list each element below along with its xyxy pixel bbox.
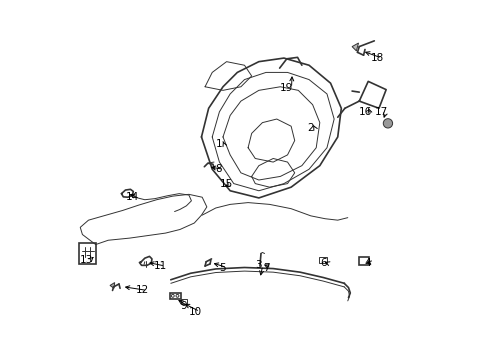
Bar: [358, 257, 368, 265]
Text: 18: 18: [370, 53, 383, 63]
Text: 10: 10: [188, 307, 202, 316]
Text: 4: 4: [364, 258, 371, 268]
Text: 17: 17: [374, 107, 387, 117]
Text: 9: 9: [180, 301, 186, 311]
Text: 19: 19: [280, 83, 293, 93]
Text: 7: 7: [263, 263, 269, 273]
Circle shape: [383, 119, 392, 128]
Text: 8: 8: [215, 164, 222, 174]
Polygon shape: [351, 43, 358, 51]
Text: 16: 16: [358, 107, 371, 117]
Bar: [319, 257, 326, 263]
Bar: [169, 293, 180, 299]
Bar: [180, 299, 187, 304]
Text: 5: 5: [219, 262, 225, 273]
Text: 2: 2: [306, 123, 313, 133]
Text: 15: 15: [220, 179, 233, 189]
Text: 6: 6: [320, 258, 326, 268]
Text: 3: 3: [254, 260, 261, 270]
Text: 13: 13: [79, 255, 92, 265]
Text: 1: 1: [216, 139, 222, 149]
Text: 14: 14: [126, 192, 139, 202]
Text: 11: 11: [154, 261, 167, 271]
Bar: [79, 243, 96, 264]
Text: 12: 12: [136, 285, 149, 296]
Polygon shape: [110, 283, 115, 288]
